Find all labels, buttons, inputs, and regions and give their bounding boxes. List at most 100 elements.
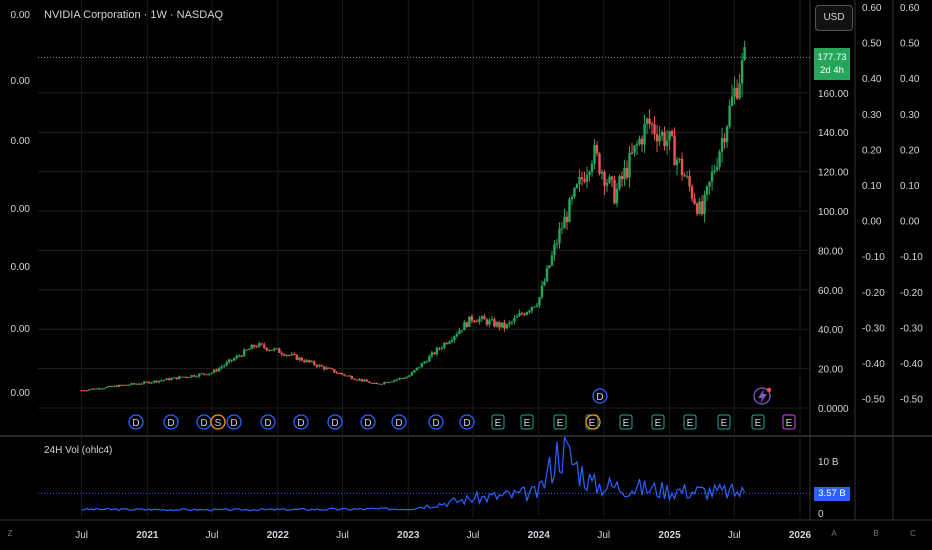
candle-body (358, 379, 361, 381)
symbol-title[interactable]: NVIDIA Corporation · 1W · NASDAQ (44, 9, 224, 21)
currency-button[interactable]: USD (815, 5, 853, 31)
candle-body (278, 348, 281, 353)
candle-body (248, 349, 251, 351)
time-axis-label: 2026 (789, 530, 812, 541)
earnings-marker[interactable]: E (491, 414, 505, 430)
candle-body (95, 388, 98, 390)
earnings-marker[interactable]: E (717, 414, 731, 430)
candle-body (685, 175, 689, 177)
candle-body (635, 144, 639, 146)
candle-body (80, 390, 83, 392)
candle-body (533, 306, 536, 308)
price-axis-label: 60.00 (818, 286, 843, 297)
candle-body (715, 166, 719, 171)
candle-body (463, 322, 466, 331)
candle-body (263, 344, 266, 348)
candle-body (583, 179, 586, 182)
candle-body (530, 306, 534, 311)
dividend-marker[interactable]: D (459, 414, 475, 430)
candle-body (147, 381, 151, 384)
candle-body (563, 216, 566, 229)
candle-body (170, 378, 173, 381)
earnings-marker[interactable]: E (683, 414, 697, 430)
candle-body (668, 131, 671, 141)
candle-body (460, 330, 464, 332)
candle-body (590, 163, 594, 173)
candle-body (410, 372, 414, 376)
dividend-marker[interactable]: D (428, 414, 444, 430)
time-axis-label: 2024 (528, 530, 551, 541)
right-axis-2-label: -0.10 (900, 252, 923, 263)
right-axis-1-label: 0.30 (862, 110, 882, 121)
right-axis-1-label: -0.40 (862, 359, 885, 370)
earnings-marker[interactable]: E (520, 414, 534, 430)
earnings-marker[interactable]: E (553, 414, 567, 430)
candle-body (443, 342, 446, 348)
candle-body (365, 379, 369, 382)
dividend-marker[interactable]: D (128, 414, 144, 430)
price-axis-label: 160.00 (818, 89, 849, 100)
right-axis-2-label: 0.00 (900, 217, 920, 228)
dividend-marker[interactable]: D (592, 388, 608, 404)
earnings-marker[interactable]: E (651, 414, 665, 430)
candle-body (548, 265, 551, 268)
candle-body (660, 132, 664, 136)
split-marker[interactable]: S (210, 414, 226, 430)
candle-body (448, 341, 451, 344)
candle-body (180, 376, 183, 378)
candle-body (458, 330, 461, 334)
candle-body (152, 380, 156, 383)
volume-indicator-title[interactable]: 24H Vol (ohlc4) (44, 445, 113, 456)
candle-body (202, 373, 206, 375)
dividend-marker[interactable]: D (391, 414, 407, 430)
candle-body (395, 379, 399, 381)
candle-body (695, 203, 699, 214)
earnings-marker[interactable]: E (619, 414, 633, 430)
split-marker[interactable] (585, 414, 601, 430)
candle-body (127, 384, 131, 386)
candle-body (177, 376, 181, 380)
candle-body (350, 376, 354, 379)
scale-b-button[interactable]: B (873, 529, 879, 538)
candle-body (240, 355, 243, 357)
candle-body (215, 369, 218, 372)
future-earnings-marker[interactable]: E (782, 414, 796, 430)
right-axis-1-label: -0.30 (862, 323, 885, 334)
lightning-event-icon[interactable] (753, 387, 772, 405)
dividend-marker[interactable]: D (293, 414, 309, 430)
svg-text:E: E (623, 418, 630, 429)
candle-body (415, 367, 419, 371)
zoom-button[interactable]: Z (7, 529, 13, 538)
candle-body (525, 311, 529, 315)
candle-body (182, 376, 186, 378)
candle-body (595, 144, 599, 154)
dividend-marker[interactable]: D (260, 414, 276, 430)
time-axis-label: 2025 (658, 530, 681, 541)
scale-c-button[interactable]: C (910, 529, 916, 538)
dividend-marker[interactable]: D (327, 414, 343, 430)
candle-body (493, 319, 496, 327)
candle-body (703, 194, 706, 215)
dividend-marker[interactable]: D (163, 414, 179, 430)
earnings-marker[interactable]: E (751, 414, 765, 430)
right-axis-2-label: -0.20 (900, 288, 923, 299)
candle-body (197, 373, 201, 377)
dividend-marker[interactable]: D (360, 414, 376, 430)
candle-body (608, 176, 611, 183)
candle-body (235, 355, 238, 359)
candle-body (718, 151, 721, 167)
candle-body (543, 281, 546, 286)
candle-body (345, 375, 349, 377)
dividend-marker[interactable]: D (226, 414, 242, 430)
auto-scale-button[interactable]: A (831, 529, 837, 538)
candle-body (187, 377, 191, 379)
candle-body (97, 388, 101, 390)
svg-text:E: E (786, 418, 793, 429)
dividend-marker[interactable]: D (196, 414, 212, 430)
last-price-value: 177.73 (817, 52, 847, 63)
time-axis-label: Jul (467, 530, 480, 541)
candle-body (122, 384, 126, 386)
candle-body (375, 383, 379, 385)
candle-body (440, 347, 444, 349)
